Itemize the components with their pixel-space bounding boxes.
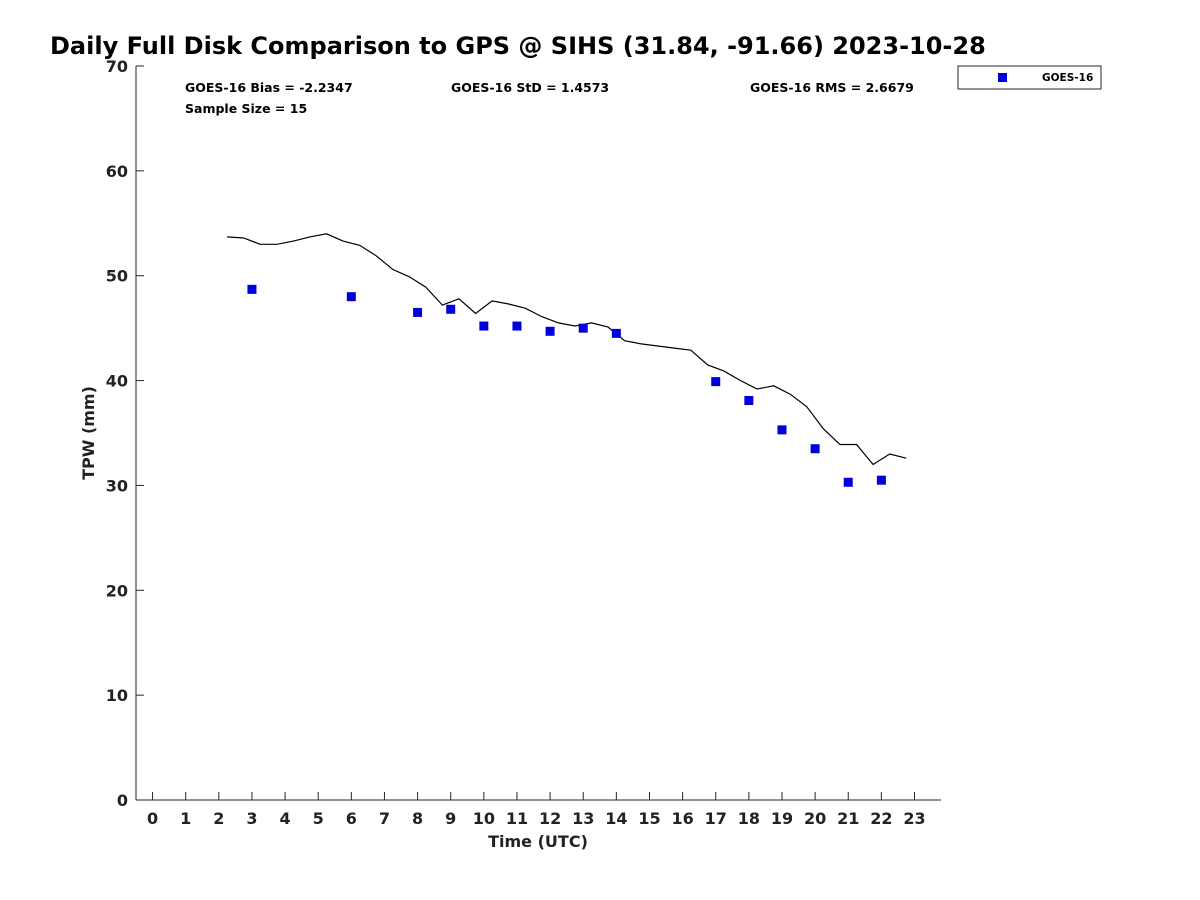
y-tick-label: 20 bbox=[106, 581, 128, 600]
x-tick-label: 22 bbox=[870, 809, 892, 828]
legend-marker-goes16 bbox=[998, 73, 1007, 82]
y-tick-label: 50 bbox=[106, 267, 128, 286]
x-axis-label: Time (UTC) bbox=[488, 832, 588, 851]
y-tick-label: 30 bbox=[106, 476, 128, 495]
y-axis-label: TPW (mm) bbox=[79, 386, 98, 480]
goes16-data-point bbox=[843, 477, 853, 487]
x-tick-label: 9 bbox=[445, 809, 456, 828]
chart-title: Daily Full Disk Comparison to GPS @ SIHS… bbox=[50, 32, 986, 60]
goes16-data-point bbox=[777, 425, 787, 435]
x-tick-label: 21 bbox=[837, 809, 859, 828]
x-tick-label: 18 bbox=[738, 809, 760, 828]
x-tick-label: 5 bbox=[313, 809, 324, 828]
goes16-data-point bbox=[512, 321, 522, 331]
x-tick-label: 2 bbox=[213, 809, 224, 828]
y-tick-label: 0 bbox=[117, 791, 128, 810]
x-tick-label: 4 bbox=[280, 809, 291, 828]
goes16-data-point bbox=[545, 326, 555, 336]
goes16-data-point bbox=[611, 328, 621, 338]
x-tick-label: 6 bbox=[346, 809, 357, 828]
y-tick-label: 70 bbox=[106, 57, 128, 76]
goes16-data-point bbox=[744, 395, 754, 405]
x-tick-label: 23 bbox=[903, 809, 925, 828]
x-tick-label: 20 bbox=[804, 809, 826, 828]
y-tick-label: 40 bbox=[106, 372, 128, 391]
x-tick-label: 7 bbox=[379, 809, 390, 828]
legend-box bbox=[957, 65, 1102, 90]
gps-tpw-line bbox=[227, 233, 907, 466]
goes16-data-point bbox=[479, 321, 489, 331]
legend-label-goes16: GOES-16 bbox=[1042, 72, 1093, 84]
series-layer bbox=[227, 233, 907, 487]
x-tick-label: 10 bbox=[473, 809, 495, 828]
x-tick-label: 11 bbox=[506, 809, 528, 828]
goes16-data-point bbox=[413, 307, 423, 317]
x-tick-label: 1 bbox=[180, 809, 191, 828]
x-tick-label: 17 bbox=[705, 809, 727, 828]
x-tick-label: 13 bbox=[572, 809, 594, 828]
x-tick-label: 15 bbox=[638, 809, 660, 828]
sample-size-stat: Sample Size = 15 bbox=[185, 101, 307, 116]
goes16-data-point bbox=[578, 323, 588, 333]
x-tick-label: 16 bbox=[671, 809, 693, 828]
rms-stat: GOES-16 RMS = 2.6679 bbox=[750, 80, 914, 95]
goes16-data-point bbox=[711, 377, 721, 387]
x-tick-label: 12 bbox=[539, 809, 561, 828]
legend: GOES-16 bbox=[957, 65, 1102, 90]
x-tick-label: 0 bbox=[147, 809, 158, 828]
x-ticks: 0 1 2 3 4 5 6 7 8 9 10 11 12 13 14 15 16 17 18 19 20 21 22 23 bbox=[147, 792, 926, 828]
x-tick-label: 14 bbox=[605, 809, 627, 828]
y-tick-label: 60 bbox=[106, 162, 128, 181]
bias-stat: GOES-16 Bias = -2.2347 bbox=[185, 80, 353, 95]
goes16-data-point bbox=[446, 304, 456, 314]
x-tick-label: 19 bbox=[771, 809, 793, 828]
y-tick-label: 10 bbox=[106, 686, 128, 705]
x-tick-label: 3 bbox=[246, 809, 257, 828]
x-tick-label: 8 bbox=[412, 809, 423, 828]
std-stat: GOES-16 StD = 1.4573 bbox=[451, 80, 609, 95]
y-ticks: 0 10 20 30 40 50 60 70 bbox=[106, 57, 144, 810]
goes16-data-point bbox=[876, 475, 886, 485]
goes16-data-point bbox=[247, 284, 257, 294]
goes16-data-point bbox=[810, 444, 820, 454]
goes16-data-point bbox=[346, 292, 356, 302]
